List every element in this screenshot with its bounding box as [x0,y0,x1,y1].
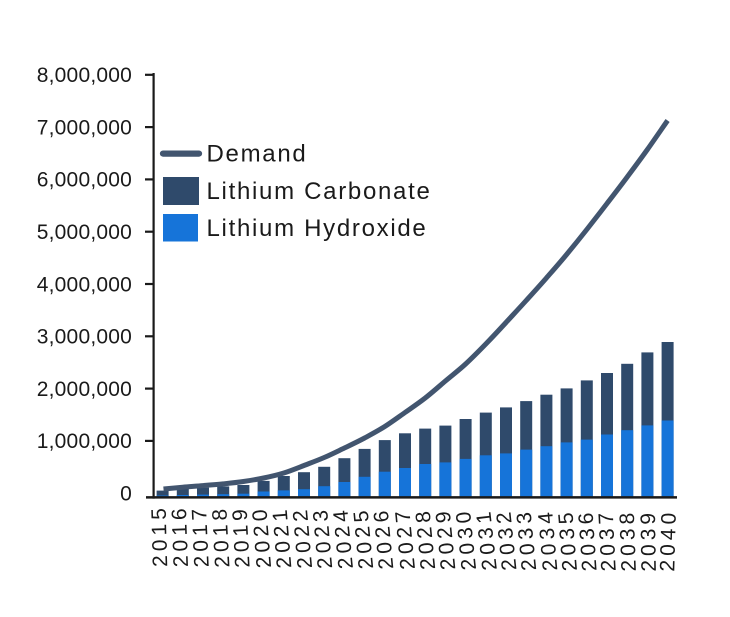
svg-text:4,000,000: 4,000,000 [37,273,132,296]
svg-text:2034: 2034 [534,507,562,571]
svg-text:7,000,000: 7,000,000 [37,116,132,139]
svg-text:Lithium Carbonate: Lithium Carbonate [207,178,432,205]
svg-text:2016: 2016 [168,504,193,567]
svg-text:2040: 2040 [656,509,681,572]
svg-text:2020: 2020 [248,505,276,569]
svg-text:2022: 2022 [289,505,317,569]
svg-text:2,000,000: 2,000,000 [37,378,132,401]
svg-text:2035: 2035 [554,508,582,572]
svg-text:2017: 2017 [188,504,214,568]
svg-text:2038: 2038 [616,508,641,571]
svg-text:Lithium Hydroxide: Lithium Hydroxide [207,215,428,242]
svg-text:5,000,000: 5,000,000 [37,221,132,244]
svg-text:Demand: Demand [207,141,308,168]
svg-text:2039: 2039 [637,509,661,572]
svg-text:2019: 2019 [228,505,254,569]
svg-text:3,000,000: 3,000,000 [37,326,132,349]
svg-text:0: 0 [120,483,132,506]
svg-text:8,000,000: 8,000,000 [37,64,132,87]
svg-text:2018: 2018 [208,504,234,568]
svg-text:2037: 2037 [595,508,621,572]
svg-text:2036: 2036 [574,508,601,572]
svg-text:2023: 2023 [309,505,337,569]
svg-text:6,000,000: 6,000,000 [37,169,132,192]
svg-text:2021: 2021 [268,505,296,569]
svg-text:1,000,000: 1,000,000 [37,430,132,453]
svg-text:2015: 2015 [148,504,173,567]
